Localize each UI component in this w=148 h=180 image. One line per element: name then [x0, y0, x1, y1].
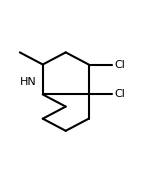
Text: HN: HN [20, 77, 37, 87]
Text: Cl: Cl [115, 60, 126, 69]
Text: Cl: Cl [115, 89, 126, 100]
